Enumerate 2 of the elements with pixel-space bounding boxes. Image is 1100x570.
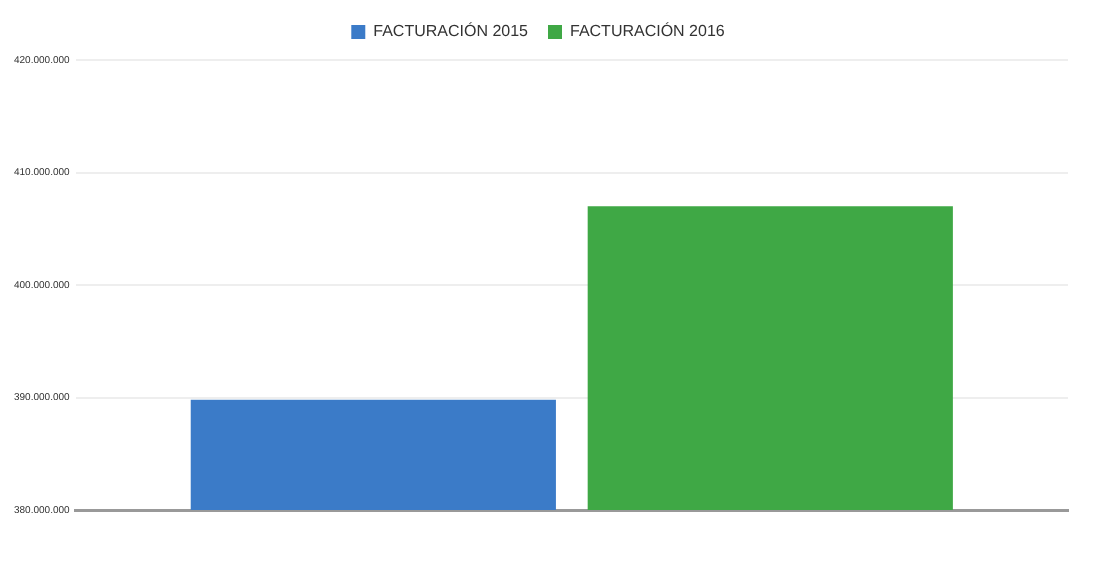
legend-label: FACTURACIÓN 2015 [373,22,530,41]
legend-label: FACTURACIÓN 2016 [570,22,726,41]
